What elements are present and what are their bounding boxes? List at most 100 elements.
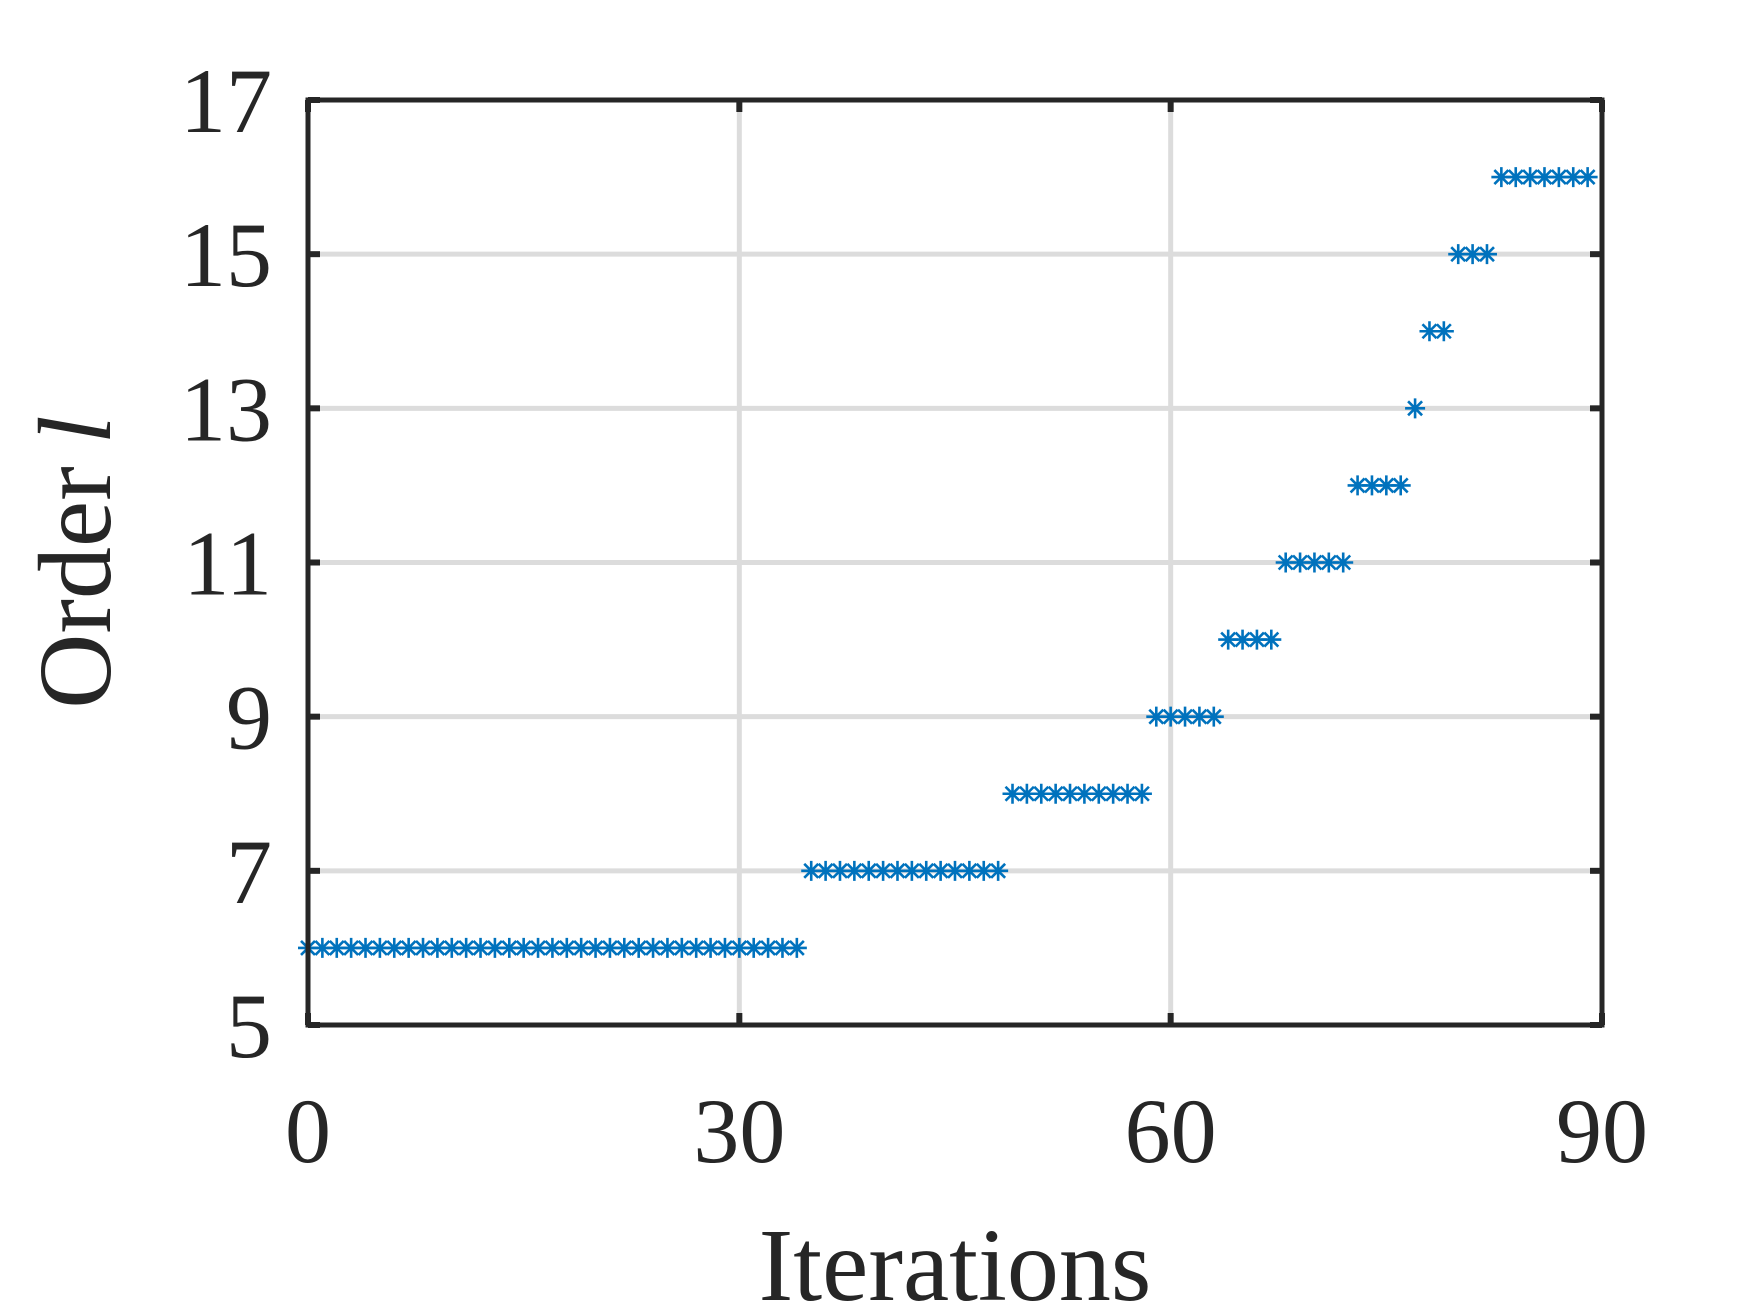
data-point [312,937,333,958]
data-point [873,860,894,881]
data-point [945,860,965,881]
data-point [542,937,563,958]
y-tick-label: 7 [226,821,272,923]
data-point [801,860,822,881]
data-point [1548,167,1569,188]
y-tick-label: 5 [226,975,272,1077]
data-point [1304,552,1325,573]
data-point [901,860,922,881]
data-point [1203,706,1224,727]
data-point [1002,783,1023,804]
y-axis-title-symbol: l [18,415,133,444]
data-point [1405,398,1426,419]
y-tick-label: 13 [180,358,272,460]
data-point [916,860,937,881]
data-point [1376,475,1397,496]
x-tick-label: 0 [285,1080,331,1182]
data-point [1563,167,1584,188]
y-tick-label: 17 [180,50,272,152]
data-point [1031,783,1052,804]
data-point [743,937,764,958]
y-tick-label: 9 [226,667,272,769]
data-point [441,937,462,958]
y-tick-label: 15 [180,204,272,306]
data-point [815,860,836,881]
data-point [1016,783,1037,804]
data-point [714,937,735,958]
data-point [973,860,994,881]
data-point [1131,783,1152,804]
data-point [427,937,448,958]
x-tick-label: 30 [693,1080,785,1182]
y-axis-title: Order l [18,415,133,708]
data-point [829,860,850,881]
data-point [1146,706,1167,727]
data-point [456,937,477,958]
data-point [513,937,534,958]
data-point [1333,552,1354,573]
data-point [1218,629,1239,650]
data-point [1175,706,1196,727]
data-point [1189,706,1210,727]
data-point [1060,783,1081,804]
data-point [1318,552,1339,573]
plot-frame [305,97,1605,1028]
x-tick-label: 90 [1556,1080,1648,1182]
data-point [887,860,908,881]
data-point [341,937,362,958]
data-point [758,937,779,958]
grid-lines [308,100,1602,1025]
data-markers [298,167,1598,958]
data-point [1577,167,1598,188]
data-point [959,860,980,881]
data-point [1275,552,1296,573]
data-point [470,937,491,958]
data-point [1160,706,1181,727]
data-point [772,937,793,958]
data-point [484,937,505,958]
data-point [988,860,1009,881]
tick-labels: 0 30 60 90 5 7 9 11 13 15 17 [180,50,1648,1182]
x-axis-title: Iterations [759,1208,1152,1313]
x-tick-label: 60 [1125,1080,1217,1182]
data-point [1390,475,1411,496]
data-point [1462,244,1483,265]
data-point [556,937,577,958]
data-point [858,860,879,881]
data-point [355,937,376,958]
data-point [700,937,721,958]
data-point [614,937,635,958]
data-point [1419,321,1440,342]
data-point [1433,321,1454,342]
data-point [1117,783,1138,804]
data-point [1448,244,1469,265]
data-point [326,937,347,958]
y-tick-label: 11 [183,513,272,615]
data-point [1261,629,1282,650]
data-point [599,937,620,958]
data-point [384,937,405,958]
data-point [1505,167,1526,188]
data-point [628,937,649,958]
data-point [499,937,520,958]
data-point [844,860,865,881]
data-point [686,937,707,958]
data-point [1246,629,1267,650]
data-point [1520,167,1541,188]
data-point [1045,783,1066,804]
data-point [369,937,390,958]
data-point [1290,552,1311,573]
data-point [1361,475,1382,496]
data-point [1074,783,1095,804]
data-point [1088,783,1109,804]
data-point [1347,475,1368,496]
data-point [930,860,951,881]
data-point [1103,783,1124,804]
data-point [528,937,549,958]
data-point [1476,244,1497,265]
data-point [1534,167,1555,188]
data-point [1232,629,1253,650]
data-point [671,937,692,958]
data-point [571,937,592,958]
